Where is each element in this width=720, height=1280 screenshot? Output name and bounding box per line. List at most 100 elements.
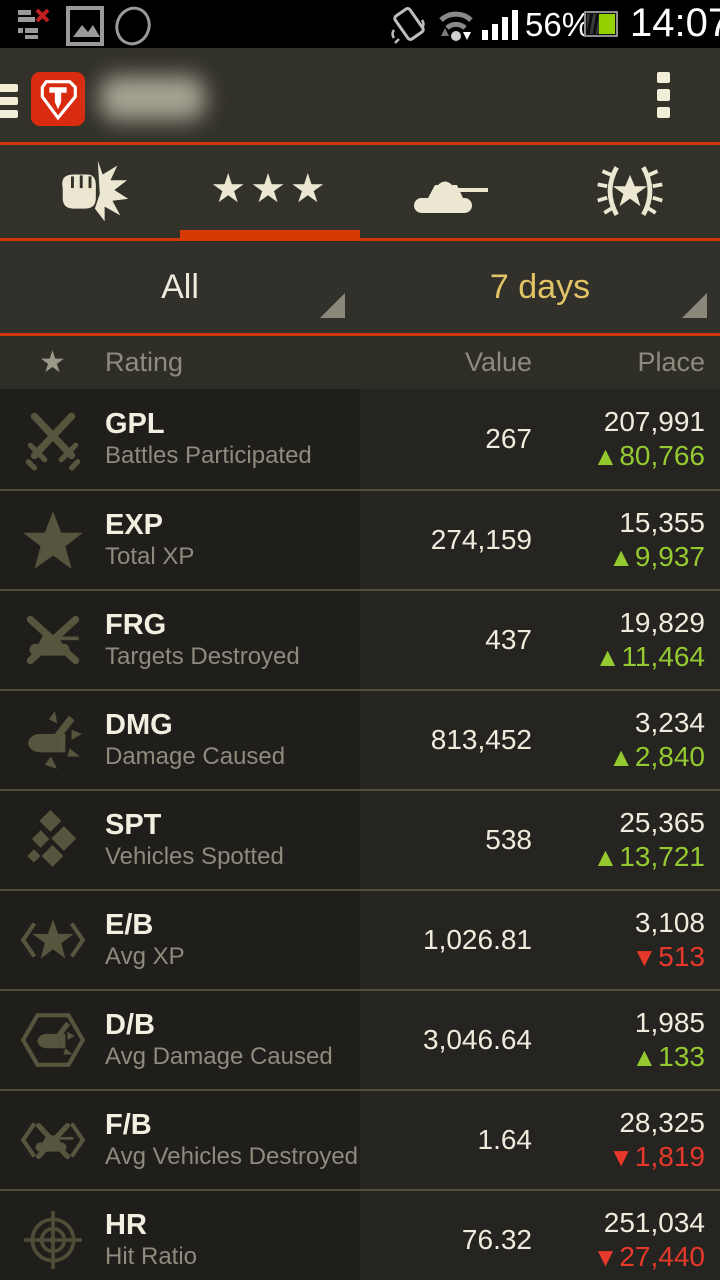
wot-logo-icon[interactable]: [31, 72, 85, 126]
place-delta: ▲ 80,766: [592, 439, 705, 471]
rating-value: 1,026.81: [423, 924, 532, 955]
header-value: Value: [464, 347, 532, 377]
rating-label: Avg XP: [105, 943, 185, 970]
period-value: 7 days: [489, 267, 591, 306]
rating-code: DMG: [105, 709, 173, 741]
rating-type-spinner[interactable]: All: [0, 241, 360, 333]
rating-value: 267: [485, 423, 532, 454]
table-row[interactable]: DMG Damage Caused 813,452 3,234 ▲ 2,840: [0, 689, 720, 789]
battery-percent: 56%: [525, 6, 592, 43]
table-row[interactable]: FRG Targets Destroyed 437 19,829 ▲ 11,464: [0, 589, 720, 689]
rating-label: Battles Participated: [105, 442, 312, 469]
rating-place: 207,991: [603, 405, 705, 437]
place-delta: ▼ 513: [631, 940, 705, 972]
rating-value: 538: [485, 824, 532, 855]
drawer-handle-icon[interactable]: [0, 84, 20, 118]
table-row[interactable]: GPL Battles Participated 267 207,991 ▲ 80…: [0, 389, 720, 489]
trend-icon: ▲: [631, 1041, 658, 1072]
tab-bar: ★★★: [0, 145, 720, 238]
wifi-icon: [439, 11, 473, 41]
rating-value: 274,159: [430, 524, 532, 555]
place-delta: ▲ 2,840: [608, 740, 705, 772]
laurel-wreath-icon: [597, 165, 663, 216]
rating-place: 19,829: [619, 606, 705, 638]
rating-place: 15,355: [619, 506, 705, 538]
signal-strength-icon: [482, 10, 518, 40]
place-delta: ▲ 13,721: [592, 840, 705, 872]
crossed-swords-icon: [25, 412, 80, 471]
header-rating: Rating: [105, 347, 184, 377]
rating-code: HR: [105, 1209, 147, 1241]
rating-value: 3,046.64: [423, 1024, 532, 1055]
place-delta: ▲ 133: [631, 1040, 705, 1072]
ratings-table: GPL Battles Participated 267 207,991 ▲ 80…: [0, 389, 720, 1280]
rating-value: 76.32: [461, 1224, 532, 1255]
trend-icon: ▼: [592, 1241, 619, 1272]
gallery-icon: [66, 6, 104, 46]
table-row[interactable]: E/B Avg XP 1,026.81 3,108 ▼ 513: [0, 889, 720, 989]
rating-value: 813,452: [430, 724, 532, 755]
rating-code: FRG: [105, 609, 167, 641]
spinner-arrow-icon: [320, 293, 345, 318]
accent-divider: [0, 142, 720, 145]
rating-label: Avg Vehicles Destroyed: [105, 1143, 359, 1170]
table-header: ★ Rating Value Place: [0, 336, 720, 389]
place-delta: ▼ 27,440: [592, 1240, 705, 1272]
header-place: Place: [637, 347, 705, 377]
trend-icon: ▲: [592, 440, 619, 471]
star-icon: [22, 511, 83, 569]
rating-place: 28,325: [619, 1106, 705, 1138]
rating-code: F/B: [105, 1109, 152, 1141]
username-blurred: [100, 76, 205, 120]
period-spinner[interactable]: 7 days: [360, 241, 720, 333]
trend-icon: ▲: [608, 541, 634, 572]
fist-battle-icon: [62, 160, 129, 221]
rating-label: Targets Destroyed: [105, 643, 300, 670]
trend-icon: ▼: [631, 941, 658, 972]
overflow-menu-icon: [656, 72, 670, 84]
outline-shape-icon: [115, 6, 151, 46]
battery-icon: [584, 11, 618, 37]
rating-label: Avg Damage Caused: [105, 1043, 333, 1070]
table-row[interactable]: F/B Avg Vehicles Destroyed 1.64 28,325 ▼…: [0, 1089, 720, 1189]
three-stars-icon: ★★★: [210, 166, 330, 211]
place-delta: ▲ 9,937: [608, 540, 705, 572]
rating-value: 437: [485, 624, 532, 655]
trend-icon: ▲: [608, 741, 634, 772]
rating-place: 3,108: [634, 906, 705, 938]
trend-icon: ▲: [592, 841, 619, 872]
spotted-diamonds-icon: [26, 809, 76, 867]
status-bar: 56% 14:07: [0, 0, 720, 48]
tab-achievements[interactable]: [540, 145, 720, 238]
place-delta: ▲ 11,464: [594, 640, 705, 672]
rating-code: D/B: [105, 1009, 155, 1041]
rating-label: Vehicles Spotted: [105, 843, 284, 870]
shell-burst-icon: [27, 711, 82, 769]
rating-code: EXP: [105, 509, 164, 541]
accent-divider: [0, 238, 720, 241]
table-row[interactable]: SPT Vehicles Spotted 538 25,365 ▲ 13,721: [0, 789, 720, 889]
table-row[interactable]: HR Hit Ratio 76.32 251,034 ▼ 27,440: [0, 1189, 720, 1280]
overflow-menu-button[interactable]: [650, 72, 676, 118]
avg-damage-icon: [20, 1013, 85, 1067]
active-tab-indicator: [180, 230, 360, 241]
avg-xp-icon: [20, 919, 85, 959]
rating-value: 1.64: [477, 1124, 533, 1155]
tab-ratings[interactable]: ★★★: [180, 145, 360, 238]
avg-destroyed-icon: [20, 1122, 85, 1160]
table-row[interactable]: EXP Total XP 274,159 15,355 ▲ 9,937: [0, 489, 720, 589]
clock: 14:07: [630, 1, 720, 45]
tab-vehicles[interactable]: [360, 145, 540, 238]
rating-label: Total XP: [105, 543, 195, 570]
table-row[interactable]: D/B Avg Damage Caused 3,046.64 1,985 ▲ 13…: [0, 989, 720, 1089]
tab-battles[interactable]: [0, 145, 180, 238]
vibrate-icon: [391, 7, 425, 44]
tank-icon: [414, 181, 488, 213]
trend-icon: ▲: [594, 641, 621, 672]
rating-place: 251,034: [603, 1206, 705, 1238]
rating-place: 1,985: [634, 1006, 705, 1038]
rating-code: E/B: [105, 909, 154, 941]
rating-label: Hit Ratio: [105, 1243, 198, 1270]
rating-place: 3,234: [634, 706, 705, 738]
